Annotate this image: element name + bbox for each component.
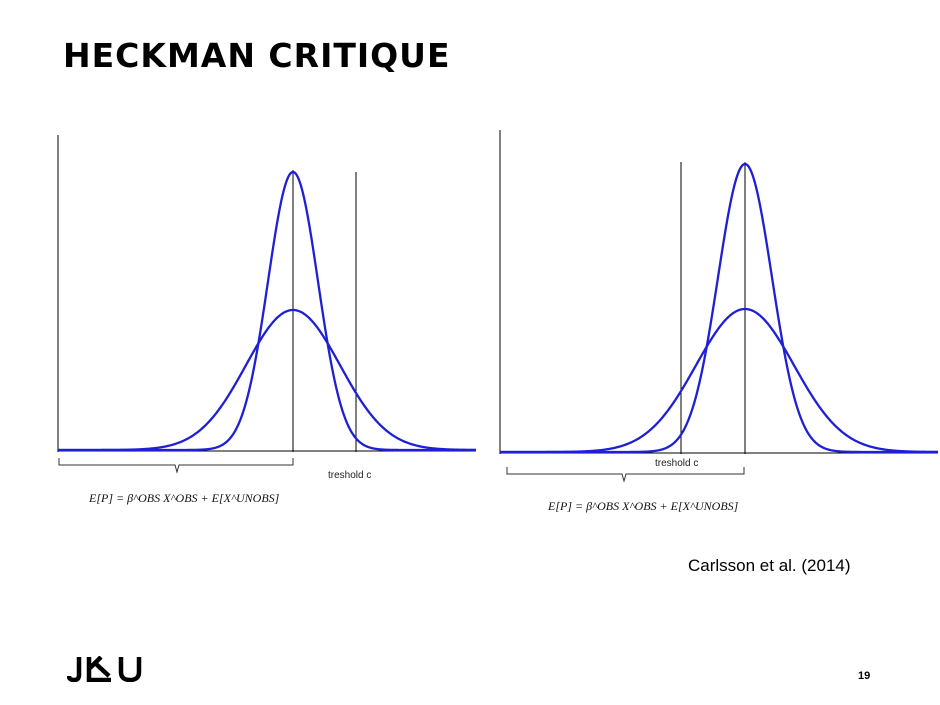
narrow-distribution-curve bbox=[58, 170, 476, 452]
formula: E[P] = β^OBS X^OBS + E[X^UNOBS] bbox=[547, 499, 739, 513]
brace bbox=[58, 458, 294, 474]
threshold-label: treshold c bbox=[328, 470, 371, 481]
page-number: 19 bbox=[858, 670, 871, 682]
jku-logo bbox=[67, 656, 142, 682]
wide-distribution-curve bbox=[58, 308, 477, 452]
formula: E[P] = β^OBS X^OBS + E[X^UNOBS] bbox=[88, 491, 280, 505]
threshold-label: treshold c bbox=[655, 458, 698, 469]
slide-title: HECKMAN CRITIQUE bbox=[63, 36, 451, 75]
wide-distribution-curve bbox=[500, 307, 939, 454]
narrow-distribution-curve bbox=[500, 162, 938, 454]
citation: Carlsson et al. (2014) bbox=[688, 556, 851, 575]
left-diagram: treshold c E[P] = β^OBS X^OBS + E[X^UNOB… bbox=[57, 135, 477, 505]
right-diagram: treshold c E[P] = β^OBS X^OBS + E[X^UNOB… bbox=[499, 130, 939, 513]
brace bbox=[506, 467, 745, 483]
